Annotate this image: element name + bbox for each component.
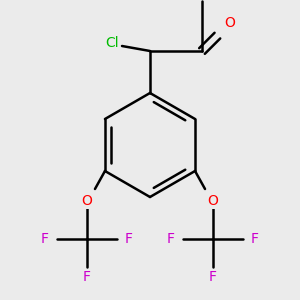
Text: F: F <box>125 232 133 246</box>
Text: O: O <box>82 194 92 208</box>
Text: Cl: Cl <box>105 36 119 50</box>
Text: F: F <box>41 232 49 246</box>
Text: F: F <box>83 270 91 284</box>
Text: O: O <box>225 16 236 30</box>
Text: F: F <box>209 270 217 284</box>
Text: F: F <box>251 232 259 246</box>
Text: O: O <box>208 194 218 208</box>
Text: F: F <box>167 232 175 246</box>
